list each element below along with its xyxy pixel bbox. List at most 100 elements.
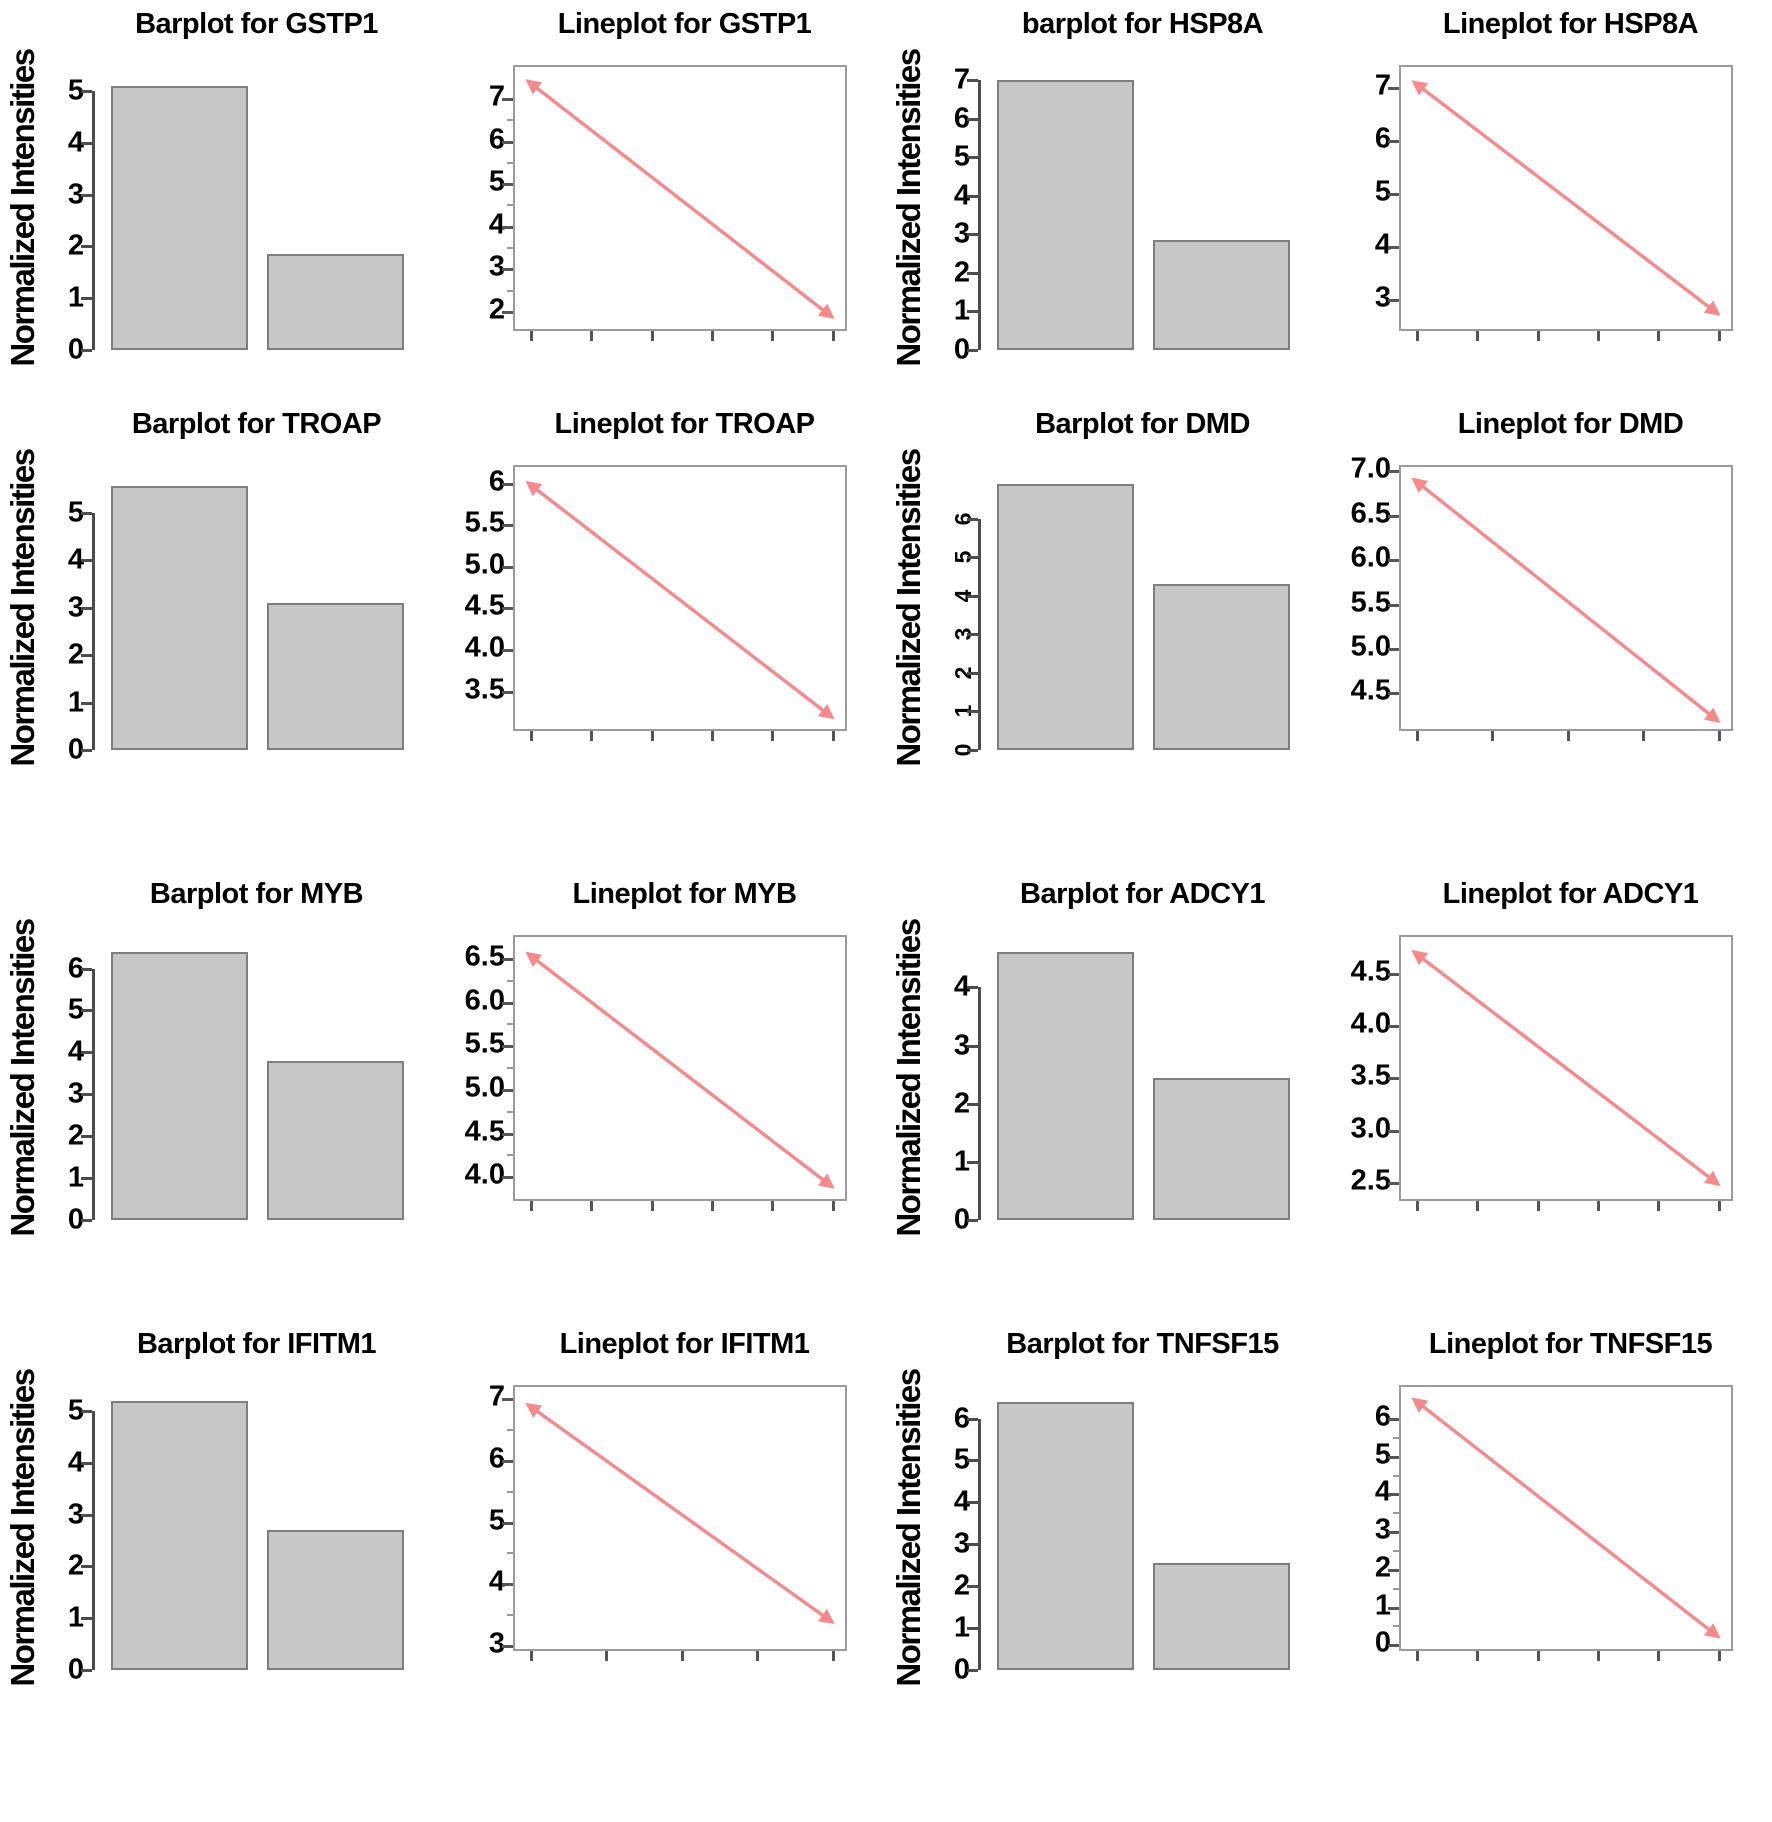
y-tick-label: 5 — [67, 496, 84, 528]
chart-body: 3.5 4.0 4.5 5.0 5.5 6 — [443, 465, 886, 741]
y-tick-label: 5 — [488, 165, 505, 198]
trend-line-svg — [1411, 477, 1721, 723]
y-tick — [81, 559, 92, 562]
y-tick — [967, 1219, 978, 1222]
y-axis-title: Normalized Intensities — [0, 49, 46, 366]
barplot-tnfsf15: Barplot for TNFSF15 Normalized Intensitie… — [886, 1320, 1329, 1822]
x-tick — [831, 1651, 835, 1661]
y-tick-label: 3 — [953, 217, 970, 250]
y-tick — [502, 957, 513, 961]
y-axis: 0 1 2 3 4 5 6 — [46, 935, 92, 1235]
x-tick — [1566, 731, 1570, 741]
chart-body: 2.5 3.0 3.5 4.0 4.5 — [1329, 935, 1772, 1211]
y-tick-label: 3 — [67, 1498, 84, 1531]
bar-1 — [996, 1401, 1134, 1670]
line-plot-area — [502, 465, 847, 741]
y-tick-label: 5.5 — [1350, 586, 1391, 619]
lineplot-hsp8a: Lineplot for HSP8A 3 4 5 6 7 — [1329, 0, 1772, 400]
y-axis-line — [92, 968, 95, 1220]
bar-1 — [996, 484, 1134, 750]
x-tick — [1415, 1651, 1419, 1661]
chart-body: Normalized Intensities 0 1 2 3 4 — [886, 919, 1329, 1236]
y-tick-label: 4.0 — [464, 631, 505, 664]
line-plot-area — [1388, 465, 1733, 741]
y-axis: 4.5 5.0 5.5 6.0 6.5 7.0 — [1329, 453, 1399, 731]
y-tick — [967, 310, 978, 314]
y-axis-title-text: Normalized Intensities — [4, 48, 41, 367]
y-minor-tick — [507, 979, 513, 982]
chart-title: Lineplot for MYB — [572, 878, 797, 910]
y-tick — [1388, 193, 1399, 197]
y-axis-title: Normalized Intensities — [0, 1369, 46, 1686]
bar-1 — [110, 85, 248, 350]
x-tick — [711, 731, 715, 741]
x-tick — [529, 331, 533, 341]
y-tick-label: 5 — [1374, 175, 1391, 208]
y-axis-title: Normalized Intensities — [886, 1369, 932, 1686]
y-tick-label: 2 — [1374, 1551, 1391, 1584]
y-tick — [967, 1585, 978, 1589]
y-axis-line — [92, 1410, 95, 1670]
y-minor-tick — [1393, 1512, 1399, 1515]
trend-line — [525, 951, 835, 1189]
y-tick-label: 6 — [488, 123, 505, 156]
trend-line-svg — [525, 951, 835, 1189]
y-tick-label: 2 — [953, 1569, 970, 1602]
y-tick — [1388, 1077, 1399, 1081]
trend-line-svg — [525, 1402, 835, 1624]
y-minor-tick — [507, 204, 513, 207]
chart-body: 2 3 4 5 6 7 — [443, 65, 886, 341]
y-tick-label: 7.0 — [1350, 452, 1391, 485]
y-axis-title: Normalized Intensities — [886, 919, 932, 1236]
y-tick — [967, 671, 978, 675]
y-axis-line — [92, 90, 95, 350]
chart-body: 4.5 5.0 5.5 6.0 6.5 7.0 — [1329, 453, 1772, 741]
y-tick — [967, 156, 978, 160]
y-tick — [81, 349, 92, 352]
y-tick-label: 4.5 — [464, 589, 505, 622]
x-tick — [1476, 331, 1480, 341]
x-tick — [1415, 1201, 1419, 1211]
y-tick-label: 3 — [953, 1527, 970, 1560]
chart-body: Normalized Intensities 0 1 2 3 4 5 6 7 — [886, 49, 1329, 366]
y-tick-label: 2 — [67, 638, 84, 671]
y-minor-tick — [507, 1614, 513, 1617]
x-axis-ticks — [1401, 729, 1731, 743]
y-tick-label: 3 — [67, 1077, 84, 1110]
y-tick-label: 3 — [488, 1627, 505, 1660]
y-axis: 0 1 2 3 4 — [932, 935, 978, 1236]
y-minor-tick — [507, 247, 513, 250]
y-tick-label: 0 — [67, 1653, 84, 1686]
y-tick-label: 6 — [1374, 122, 1391, 155]
y-tick — [81, 141, 92, 145]
y-tick — [81, 193, 92, 197]
y-tick — [502, 1045, 513, 1049]
y-tick-label: 1 — [953, 1145, 970, 1178]
y-tick — [1388, 1455, 1399, 1459]
y-tick-label: 0 — [1374, 1626, 1391, 1659]
barplot-dmd: Barplot for DMD Normalized Intensities 0 1 2… — [886, 400, 1329, 870]
y-tick — [967, 1669, 978, 1672]
y-tick — [967, 517, 978, 521]
y-tick-label: 3 — [67, 591, 84, 623]
y-tick-label: 6 — [953, 102, 970, 135]
y-tick-label: 5 — [953, 140, 970, 173]
bar-plot-area — [81, 465, 404, 752]
y-tick — [81, 1669, 92, 1672]
y-tick-label: 6.0 — [464, 984, 505, 1016]
y-tick — [502, 1521, 513, 1525]
y-tick — [81, 1409, 92, 1413]
lineplot-adcy1: Lineplot for ADCY1 2.5 3.0 3.5 4.0 4.5 — [1329, 870, 1772, 1320]
y-tick — [1388, 559, 1399, 563]
chart-body: Normalized Intensities 0 1 2 3 4 5 — [0, 449, 443, 766]
x-tick — [771, 1201, 775, 1211]
y-tick — [1388, 1025, 1399, 1029]
x-tick — [650, 331, 654, 341]
y-tick-label: 4.0 — [464, 1158, 505, 1191]
chart-title: Barplot for DMD — [1035, 408, 1250, 440]
y-tick-label: 4 — [67, 1035, 84, 1068]
y-tick-label: 6 — [488, 465, 505, 498]
y-axis-title-text: Normalized Intensities — [4, 918, 41, 1237]
y-tick — [81, 1009, 92, 1013]
y-tick-label: 5.0 — [1350, 630, 1391, 663]
